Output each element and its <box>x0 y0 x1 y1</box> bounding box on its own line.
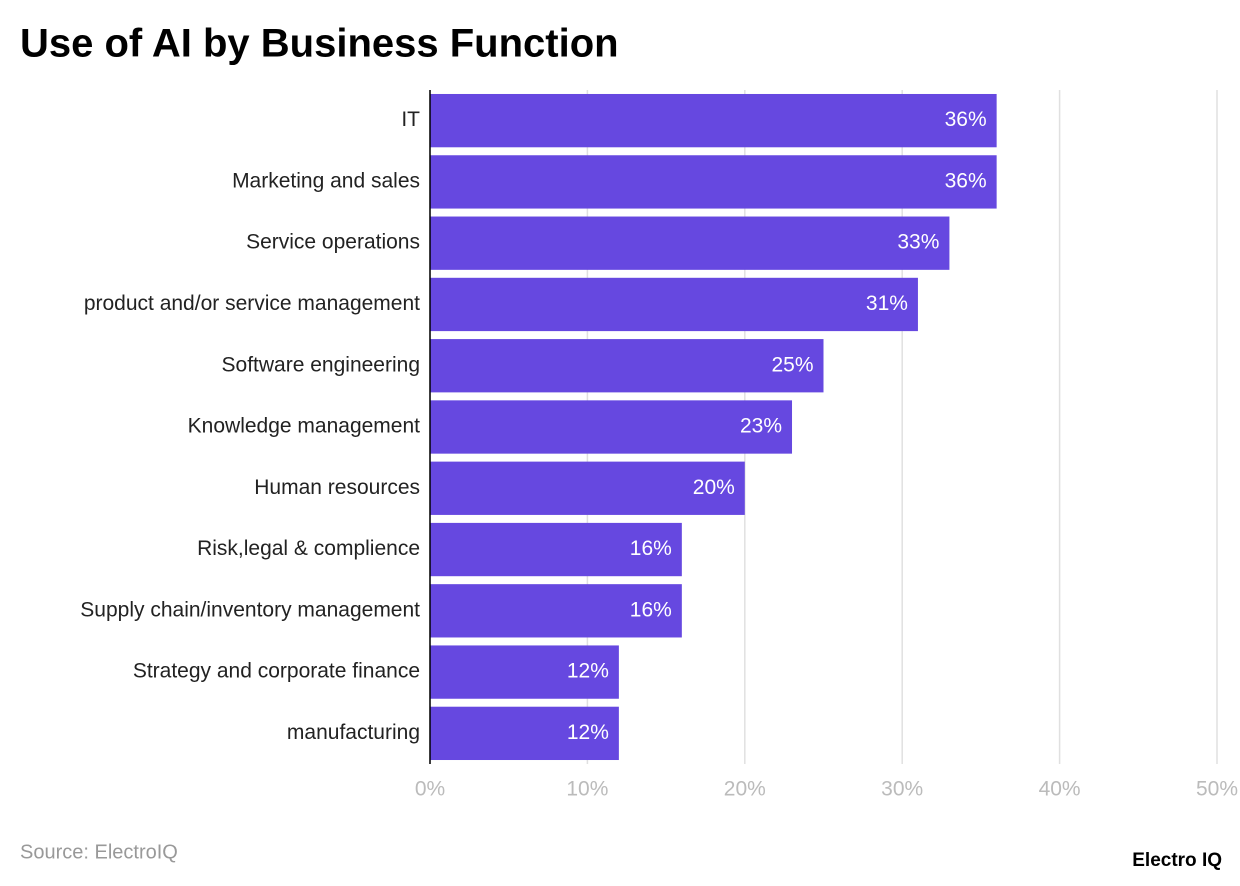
value-label: 23% <box>740 415 782 438</box>
bar <box>430 522 682 577</box>
x-tick-label: 30% <box>881 778 923 801</box>
value-label: 36% <box>945 108 987 131</box>
chart-title: Use of AI by Business Function <box>20 22 619 66</box>
value-label: 36% <box>945 169 987 192</box>
bar <box>430 93 997 148</box>
bar <box>430 461 745 515</box>
value-label: 25% <box>771 353 813 376</box>
x-tick-label: 10% <box>566 778 608 801</box>
y-tick-label: Strategy and corporate finance <box>133 660 420 683</box>
y-tick-label: manufacturing <box>287 721 420 744</box>
value-label: 33% <box>897 231 939 254</box>
source: Source: ElectroIQ <box>20 841 178 863</box>
y-tick-label: Marketing and sales <box>232 169 420 192</box>
logo: Electro IQ <box>1132 850 1222 871</box>
x-tick-label: 20% <box>724 778 766 801</box>
y-tick-label: Risk,legal & complience <box>197 537 420 560</box>
value-label: 31% <box>866 292 908 315</box>
bar <box>430 216 950 270</box>
bar <box>430 400 793 454</box>
bar <box>430 706 619 761</box>
bar <box>430 155 997 209</box>
value-label: 12% <box>567 721 609 744</box>
y-tick-label: product and/or service management <box>84 292 420 315</box>
x-tick-label: 50% <box>1196 778 1238 801</box>
y-tick-label: Knowledge management <box>188 415 420 438</box>
x-tick-label: 0% <box>415 778 445 801</box>
bar <box>430 277 918 332</box>
bar <box>430 584 682 638</box>
y-tick-label: Software engineering <box>222 353 420 376</box>
y-tick-label: IT <box>401 108 420 131</box>
value-label: 12% <box>567 660 609 683</box>
bar <box>430 645 619 699</box>
value-label: 16% <box>630 598 672 621</box>
value-label: 20% <box>693 476 735 499</box>
y-tick-label: Human resources <box>254 476 420 499</box>
y-tick-label: Service operations <box>246 231 420 254</box>
y-tick-label: Supply chain/inventory management <box>80 598 420 621</box>
value-label: 16% <box>630 537 672 560</box>
x-tick-label: 40% <box>1039 778 1081 801</box>
bar <box>430 339 824 393</box>
